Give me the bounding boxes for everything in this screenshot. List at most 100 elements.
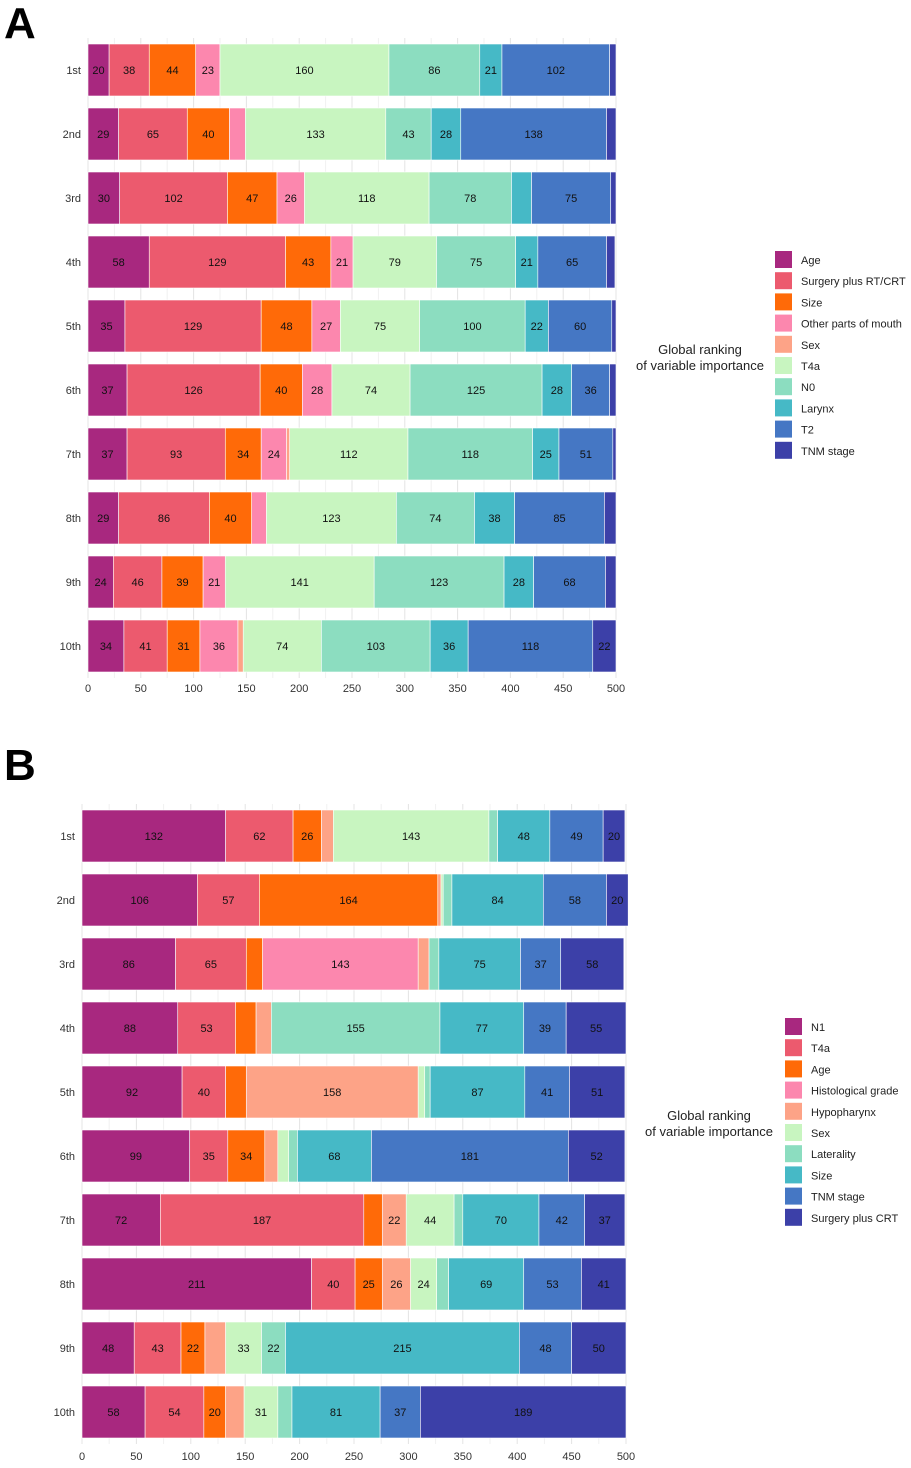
data-label: 48: [280, 321, 292, 333]
bar-segment-t2: [571, 363, 610, 417]
bar-segment-surgery-plus-crt: [602, 809, 626, 863]
panel-label-a: A: [4, 0, 36, 48]
legend-item-tnm-stage: TNM stage: [785, 1187, 865, 1205]
legend-label: Sex: [811, 1128, 830, 1140]
bar-segment-tnm-stage: [606, 235, 616, 289]
bar-row-10th: 10th 34 41 31 36 74 103 36 118 22: [60, 619, 617, 673]
legend-label: Surgery plus RT/CRT: [801, 276, 906, 288]
bar-segment-t4a: [352, 235, 437, 289]
bar-segment-n0: [385, 107, 432, 161]
bar-segment-age: [354, 1257, 383, 1311]
bar-segment-tnm-stage: [549, 809, 604, 863]
data-label: 22: [531, 321, 543, 333]
bar-segment-tnm-stage: [610, 171, 617, 225]
bar-segment-surgery-plus-crt: [606, 873, 629, 927]
data-label: 37: [394, 1407, 406, 1419]
chart-panel-a: 1st 20 38 44 23 160 86 21 102 2nd 29 65 40 133 43 28 138…: [60, 38, 906, 695]
bar-segment-hypopharynx: [255, 1001, 272, 1055]
bar-row-4th: 4th 58 129 43 21 79 75 21 65: [66, 235, 616, 289]
x-tick-label: 400: [508, 1451, 526, 1463]
data-label: 187: [253, 1215, 271, 1227]
legend-item-other-parts-of-mouth: Other parts of mouth: [775, 314, 902, 332]
data-label: 26: [285, 193, 297, 205]
legend-item-surgery-plus-crt: Surgery plus CRT: [785, 1208, 898, 1226]
bar-segment-t2: [558, 427, 614, 481]
bar-segment-size: [260, 299, 313, 353]
bar-segment-n1: [81, 1385, 146, 1439]
data-label: 88: [124, 1023, 136, 1035]
x-tick-label: 200: [290, 1451, 308, 1463]
bar-segment-size: [448, 1257, 525, 1311]
legend-swatch: [775, 441, 792, 459]
data-label: 189: [514, 1407, 532, 1419]
x-tick-label: 0: [79, 1451, 85, 1463]
legend-label: Other parts of mouth: [801, 319, 902, 331]
bar-segment-tnm-stage: [609, 43, 617, 97]
data-label: 34: [100, 641, 112, 653]
bar-segment-histological-grade: [262, 937, 419, 991]
bar-segment-size: [161, 555, 204, 609]
data-label: 24: [95, 577, 107, 589]
x-tick-label: 100: [184, 683, 202, 695]
legend-label: Laterality: [811, 1149, 856, 1161]
bar-segment-size: [186, 107, 230, 161]
legend-swatch: [775, 420, 792, 438]
data-label: 46: [132, 577, 144, 589]
data-label: 164: [339, 895, 357, 907]
bar-segment-hypopharynx: [245, 1065, 419, 1119]
data-label: 85: [553, 513, 565, 525]
y-tick-label: 5th: [60, 1087, 75, 1099]
y-tick-label: 3rd: [65, 193, 81, 205]
data-label: 24: [268, 449, 280, 461]
data-label: 20: [209, 1407, 221, 1419]
legend-label: T2: [801, 425, 814, 437]
legend-item-n0: N0: [775, 378, 815, 396]
bar-segment-tnm-stage: [606, 107, 617, 161]
data-label: 35: [203, 1151, 215, 1163]
data-label: 74: [276, 641, 288, 653]
data-label: 53: [200, 1023, 212, 1035]
data-label: 40: [224, 513, 236, 525]
bar-segment-sex: [405, 1193, 455, 1247]
bar-segment-tnm-stage: [612, 427, 617, 481]
data-label: 28: [551, 385, 563, 397]
bar-segment-sex: [225, 1321, 262, 1375]
data-label: 37: [599, 1215, 611, 1227]
bar-segment-size: [291, 1385, 381, 1439]
y-tick-label: 9th: [66, 577, 81, 589]
data-label: 42: [556, 1215, 568, 1227]
bar-segment-t4a: [311, 1257, 356, 1311]
data-label: 38: [488, 513, 500, 525]
bar-row-7th: 7th 37 93 34 24 112 118 25 51: [66, 427, 617, 481]
bar-segment-tnm-stage: [523, 1257, 582, 1311]
bar-segment-other-parts-of-mouth: [302, 363, 333, 417]
bar-row-9th: 9th 24 46 39 21 141 123 28 68: [66, 555, 617, 609]
bar-segment-surgery-plus-rt-crt: [123, 619, 168, 673]
data-label: 55: [590, 1023, 602, 1035]
legend-swatch: [785, 1208, 802, 1226]
data-label: 41: [541, 1087, 553, 1099]
data-label: 58: [112, 257, 124, 269]
bar-segment-surgery-plus-rt-crt: [126, 363, 261, 417]
x-tick-label: 350: [454, 1451, 472, 1463]
bar-segment-laterality: [277, 1385, 293, 1439]
bar-segment-n1: [81, 937, 176, 991]
legend-swatch: [775, 272, 792, 290]
legend-item-histological-grade: Histological grade: [785, 1081, 898, 1099]
legend-a: Age Surgery plus RT/CRT Size Other parts of…: [775, 251, 906, 459]
data-label: 28: [311, 385, 323, 397]
bar-row-4th: 4th 88 53 155 77 39 55: [60, 1001, 627, 1055]
data-label: 43: [151, 1343, 163, 1355]
bar-segment-age: [87, 235, 150, 289]
legend-label: N1: [811, 1022, 825, 1034]
bar-segment-laterality: [288, 1129, 298, 1183]
legend-item-t4a: T4a: [775, 357, 821, 374]
bar-segment-surgery-plus-crt: [568, 1129, 626, 1183]
legend-swatch: [785, 1145, 802, 1163]
data-label: 75: [374, 321, 386, 333]
bar-row-2nd: 2nd 29 65 40 133 43 28 138: [63, 107, 617, 161]
data-label: 20: [92, 65, 104, 77]
legend-item-t2: T2: [775, 420, 814, 438]
legend-label: Sex: [801, 340, 820, 352]
bar-segment-t4a: [289, 427, 409, 481]
